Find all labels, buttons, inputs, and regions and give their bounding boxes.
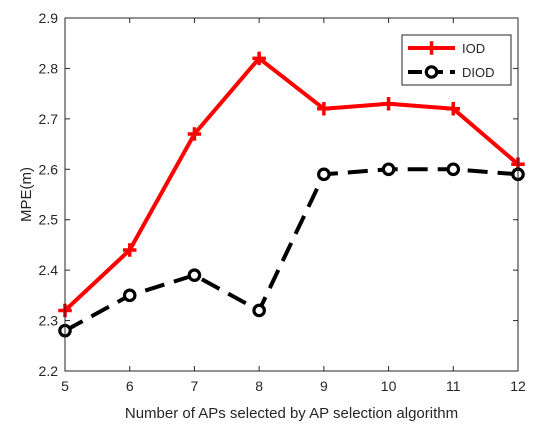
legend-box [401,34,512,86]
legend-label-iod: IOD [462,41,485,56]
x-tick-label: 10 [381,378,397,394]
y-tick-label: 2.2 [39,363,59,379]
data-point-diod [187,268,202,282]
y-tick-label: 2.3 [39,313,59,329]
data-point-diod [252,303,266,318]
legend-label-diod: DIOD [462,65,495,80]
data-point-iod [252,51,266,66]
data-point-diod [381,162,396,177]
y-tick-label: 2.9 [39,10,59,26]
data-point-diod [317,167,331,182]
x-tick-label: 5 [61,378,69,394]
plot-frame [64,17,519,372]
legend-marker-iod [424,41,439,55]
x-tick-label: 7 [191,378,199,394]
data-point-iod [187,127,202,141]
x-tick-label: 11 [446,378,461,394]
y-tick-label: 2.8 [39,60,59,76]
x-tick-label: 8 [255,378,263,394]
data-point-diod [122,288,137,303]
x-axis-title: Number of APs selected by AP selection a… [125,405,458,422]
data-point-diod [446,162,461,177]
y-tick-label: 2.6 [39,161,59,177]
y-tick-label: 2.7 [39,111,59,127]
data-point-iod [122,243,137,257]
series-line-iod [63,56,520,312]
x-tick-label: 9 [320,378,328,394]
legend: IOD DIOD [401,34,512,86]
y-axis-title: MPE(m) [18,167,35,222]
data-point-iod [317,102,331,116]
legend-marker-diod [424,65,439,79]
axis-layer: 5 6 7 8 9 10 11 12 2.2 2.3 2.4 2.5 2.6 2.7 2.8 2.9 [39,10,526,394]
x-tick-label: 12 [510,378,526,394]
series-line-diod [64,167,519,333]
data-point-iod [446,102,461,116]
x-tick-label: 6 [126,378,134,394]
y-tick-label: 2.5 [39,212,59,228]
data-point-iod [381,96,396,111]
y-tick-label: 2.4 [39,262,59,278]
